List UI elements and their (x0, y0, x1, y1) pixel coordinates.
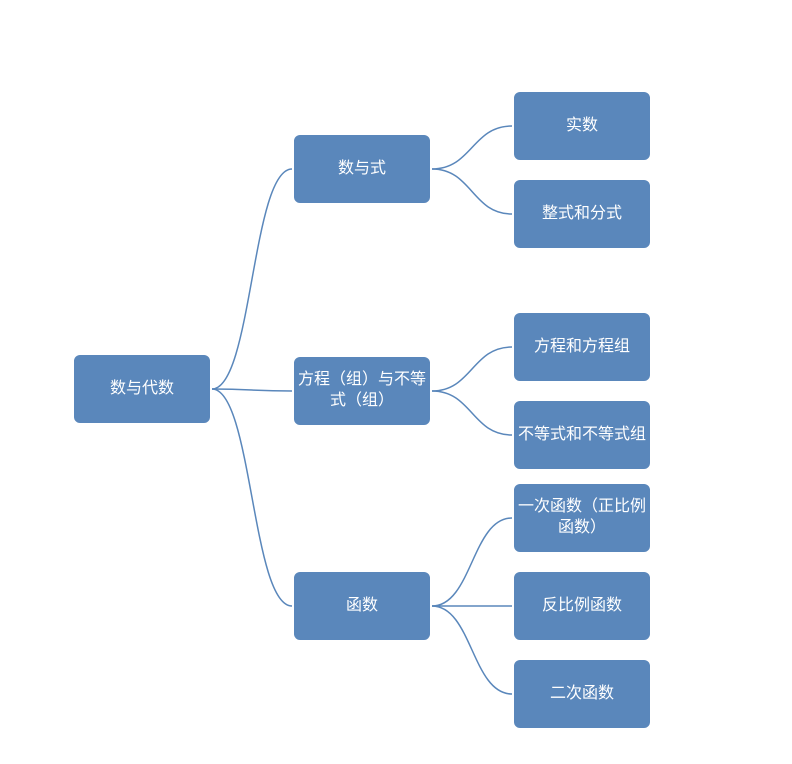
tree-edge (432, 518, 512, 606)
tree-node-label: 实数 (566, 116, 598, 137)
tree-node-l2a2: 整式和分式 (512, 178, 652, 250)
tree-node-label: 方程和方程组 (534, 337, 630, 358)
tree-node-l2c3: 二次函数 (512, 658, 652, 730)
tree-node-label: 一次函数（正比例函数） (518, 497, 646, 539)
tree-edge (212, 389, 292, 391)
tree-edge (212, 169, 292, 389)
tree-node-l2c2: 反比例函数 (512, 570, 652, 642)
tree-node-label: 数与代数 (110, 379, 174, 400)
tree-node-label: 整式和分式 (542, 204, 622, 225)
tree-edge (212, 389, 292, 606)
tree-node-l1c: 函数 (292, 570, 432, 642)
tree-edge (432, 391, 512, 435)
tree-node-label: 不等式和不等式组 (518, 425, 646, 446)
tree-node-l1a: 数与式 (292, 133, 432, 205)
tree-node-label: 反比例函数 (542, 596, 622, 617)
tree-node-label: 数与式 (338, 159, 386, 180)
tree-edge (432, 126, 512, 169)
tree-node-l2b2: 不等式和不等式组 (512, 399, 652, 471)
tree-node-l1b: 方程（组）与不等式（组） (292, 355, 432, 427)
tree-node-l2a1: 实数 (512, 90, 652, 162)
tree-node-l2b1: 方程和方程组 (512, 311, 652, 383)
tree-node-label: 函数 (346, 596, 378, 617)
tree-node-label: 二次函数 (550, 684, 614, 705)
tree-node-l2c1: 一次函数（正比例函数） (512, 482, 652, 554)
tree-node-root: 数与代数 (72, 353, 212, 425)
tree-node-label: 方程（组）与不等式（组） (298, 370, 426, 412)
tree-edge (432, 169, 512, 214)
tree-edge (432, 606, 512, 694)
tree-edge (432, 347, 512, 391)
